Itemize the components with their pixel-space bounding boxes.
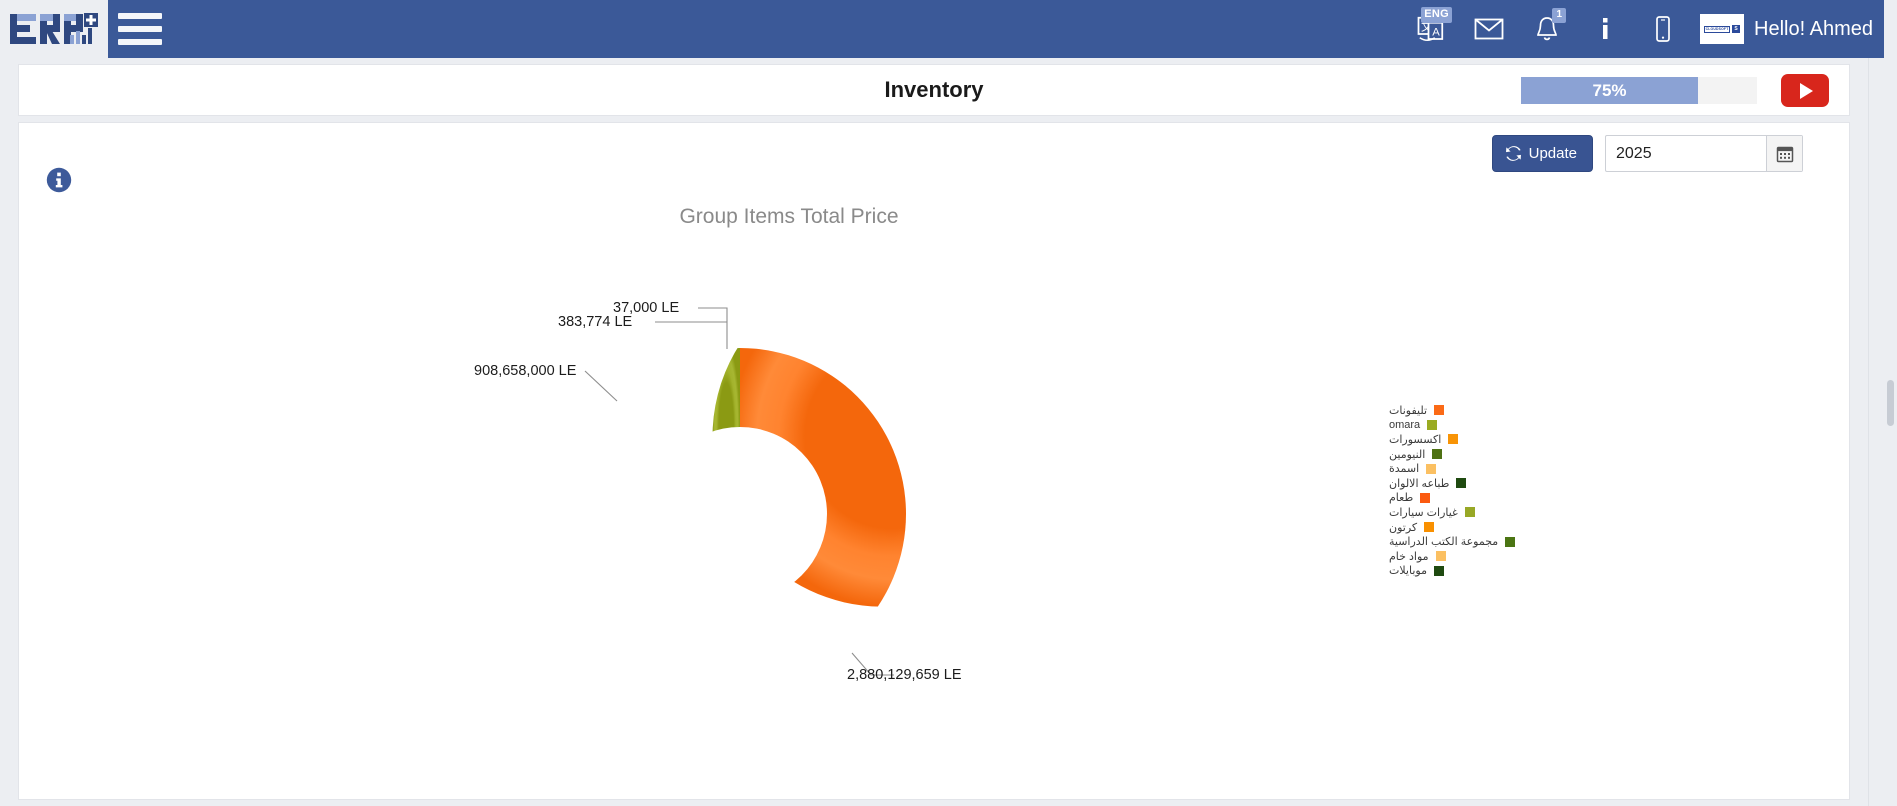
legend-swatch	[1426, 463, 1437, 474]
envelope-glyph	[1474, 18, 1504, 40]
legend-item[interactable]: طعام	[1389, 491, 1515, 506]
info-circle-glyph	[46, 167, 72, 193]
erp-logo-icon	[10, 13, 98, 44]
legend-label: طباعه الالوان	[1389, 477, 1450, 490]
panel-toolbar: Update	[1491, 135, 1803, 172]
update-button-label: Update	[1528, 145, 1577, 162]
mail-envelope-icon[interactable]	[1460, 0, 1518, 58]
progress-bar-fill: 75%	[1521, 77, 1698, 104]
info-circle-icon[interactable]	[46, 167, 72, 193]
legend-item[interactable]: اسمدة	[1389, 461, 1515, 476]
vertical-scrollbar[interactable]	[1884, 0, 1897, 748]
legend-item[interactable]: طباعه الالوان	[1389, 476, 1515, 491]
info-icon[interactable]	[1576, 0, 1634, 58]
page-title: Inventory	[884, 77, 984, 102]
legend-item[interactable]: مواد خام	[1389, 549, 1515, 564]
year-input[interactable]	[1606, 136, 1766, 171]
legend-label: تليفونات	[1389, 404, 1428, 417]
legend-swatch	[1456, 478, 1467, 489]
legend-swatch	[1427, 419, 1438, 430]
legend-item[interactable]: النيومين	[1389, 447, 1515, 462]
donut-slices	[712, 266, 1053, 607]
refresh-icon	[1505, 146, 1521, 161]
page-title-bar: Inventory 75%	[18, 64, 1850, 116]
legend-label: طعام	[1389, 492, 1414, 505]
top-navigation-bar: 文 A ENG 1	[0, 0, 1897, 58]
scrollbar-thumb[interactable]	[1887, 380, 1894, 426]
language-translate-icon[interactable]: 文 A ENG	[1402, 0, 1460, 58]
legend-item[interactable]: تليفونات	[1389, 403, 1515, 418]
notification-bell-icon[interactable]: 1	[1518, 0, 1576, 58]
chart-label-2: 908,658,000 LE	[474, 363, 577, 379]
mobile-phone-icon[interactable]	[1634, 0, 1692, 58]
legend-label: omara	[1389, 418, 1421, 431]
chart-legend: تليفونات omara اكسسورات النيومين اسمدة	[1389, 403, 1516, 579]
year-picker	[1605, 135, 1803, 172]
legend-item[interactable]: كرتون	[1389, 520, 1515, 535]
legend-label: اكسسورات	[1389, 433, 1442, 446]
legend-swatch	[1435, 551, 1446, 562]
legend-item[interactable]: اكسسورات	[1389, 432, 1515, 447]
chart-title: Group Items Total Price	[679, 205, 899, 228]
legend-label: النيومين	[1389, 448, 1426, 461]
donut-slice-orange[interactable]	[731, 266, 1053, 607]
inventory-panel: Update	[18, 122, 1850, 800]
legend-swatch	[1434, 405, 1445, 416]
app-logo[interactable]	[0, 0, 108, 58]
chart-label-0: 37,000 LE	[613, 300, 680, 316]
legend-label: غيارات سيارات	[1389, 506, 1458, 519]
legend-swatch	[1420, 492, 1431, 503]
legend-swatch	[1464, 507, 1475, 518]
chart-label-1: 383,774 LE	[558, 314, 633, 330]
hamburger-bar	[118, 13, 162, 19]
avatar-logo-text: CLOUDSOFT	[1704, 25, 1731, 33]
play-triangle-icon	[1800, 82, 1813, 99]
legend-swatch	[1448, 434, 1459, 445]
legend-label: مجموعة الكتب الدراسية	[1389, 536, 1499, 549]
legend-label: كرتون	[1389, 521, 1418, 534]
avatar[interactable]: CLOUDSOFT S	[1700, 14, 1745, 44]
svg-text:文: 文	[1421, 19, 1432, 33]
language-badge: ENG	[1421, 7, 1453, 23]
calendar-button[interactable]	[1766, 136, 1802, 171]
legend-item[interactable]: غيارات سيارات	[1389, 505, 1515, 520]
youtube-play-button[interactable]	[1781, 74, 1829, 107]
donut-slice-olive[interactable]	[712, 344, 740, 514]
progress-bar[interactable]: 75%	[1521, 77, 1757, 104]
legend-label: اسمدة	[1389, 463, 1420, 476]
hamburger-bar	[118, 26, 162, 32]
legend-label: مواد خام	[1389, 550, 1429, 563]
user-greeting[interactable]: Hello! Ahmed	[1754, 17, 1873, 40]
legend-item[interactable]: مجموعة الكتب الدراسية	[1389, 534, 1516, 549]
legend-item[interactable]: omara	[1389, 418, 1515, 433]
legend-swatch	[1505, 536, 1516, 547]
info-glyph	[1603, 18, 1608, 39]
legend-swatch	[1433, 565, 1444, 576]
legend-label: موبايلات	[1389, 565, 1427, 578]
calendar-icon	[1776, 146, 1793, 162]
svg-text:A: A	[1432, 26, 1440, 38]
phone-glyph	[1656, 16, 1670, 42]
legend-swatch	[1432, 449, 1443, 460]
page-content: Inventory 75% Update	[0, 58, 1897, 806]
nav-icon-group: 文 A ENG 1	[1402, 0, 1897, 58]
hamburger-bar	[118, 39, 162, 45]
avatar-logo: CLOUDSOFT S	[1704, 25, 1741, 33]
hamburger-menu-icon[interactable]	[108, 0, 172, 58]
legend-item[interactable]: موبايلات	[1389, 564, 1515, 579]
notification-badge: 1	[1552, 8, 1567, 23]
donut-chart	[584, 266, 1053, 676]
avatar-logo-mark: S	[1732, 25, 1741, 33]
group-items-chart: Group Items Total Price	[19, 123, 1849, 799]
chart-label-3: 2,880,129,659 LE	[847, 667, 962, 683]
legend-swatch	[1424, 522, 1435, 533]
update-button[interactable]: Update	[1491, 135, 1593, 172]
leader-lines	[584, 307, 894, 676]
